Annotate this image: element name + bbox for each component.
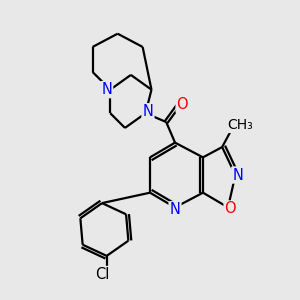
Text: CH₃: CH₃ [227,118,253,132]
Text: N: N [101,82,112,97]
Text: N: N [169,202,181,217]
Text: N: N [232,167,243,182]
Text: N: N [142,104,153,119]
Text: O: O [225,201,236,216]
Text: Cl: Cl [95,267,109,282]
Text: O: O [177,97,188,112]
